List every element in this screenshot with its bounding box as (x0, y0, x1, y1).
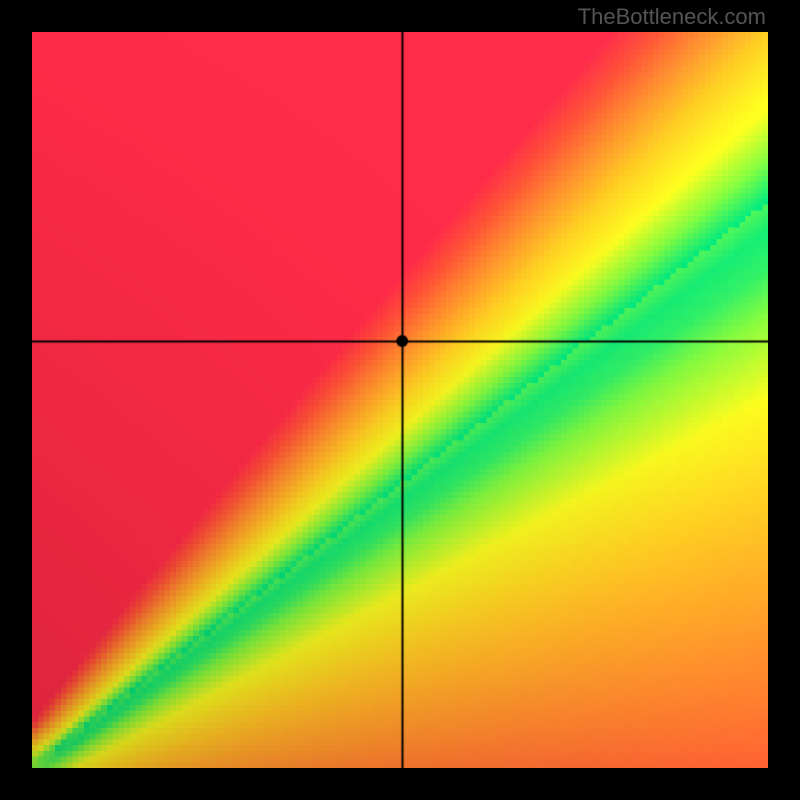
watermark-text: TheBottleneck.com (578, 4, 766, 30)
crosshair-overlay (32, 32, 768, 768)
